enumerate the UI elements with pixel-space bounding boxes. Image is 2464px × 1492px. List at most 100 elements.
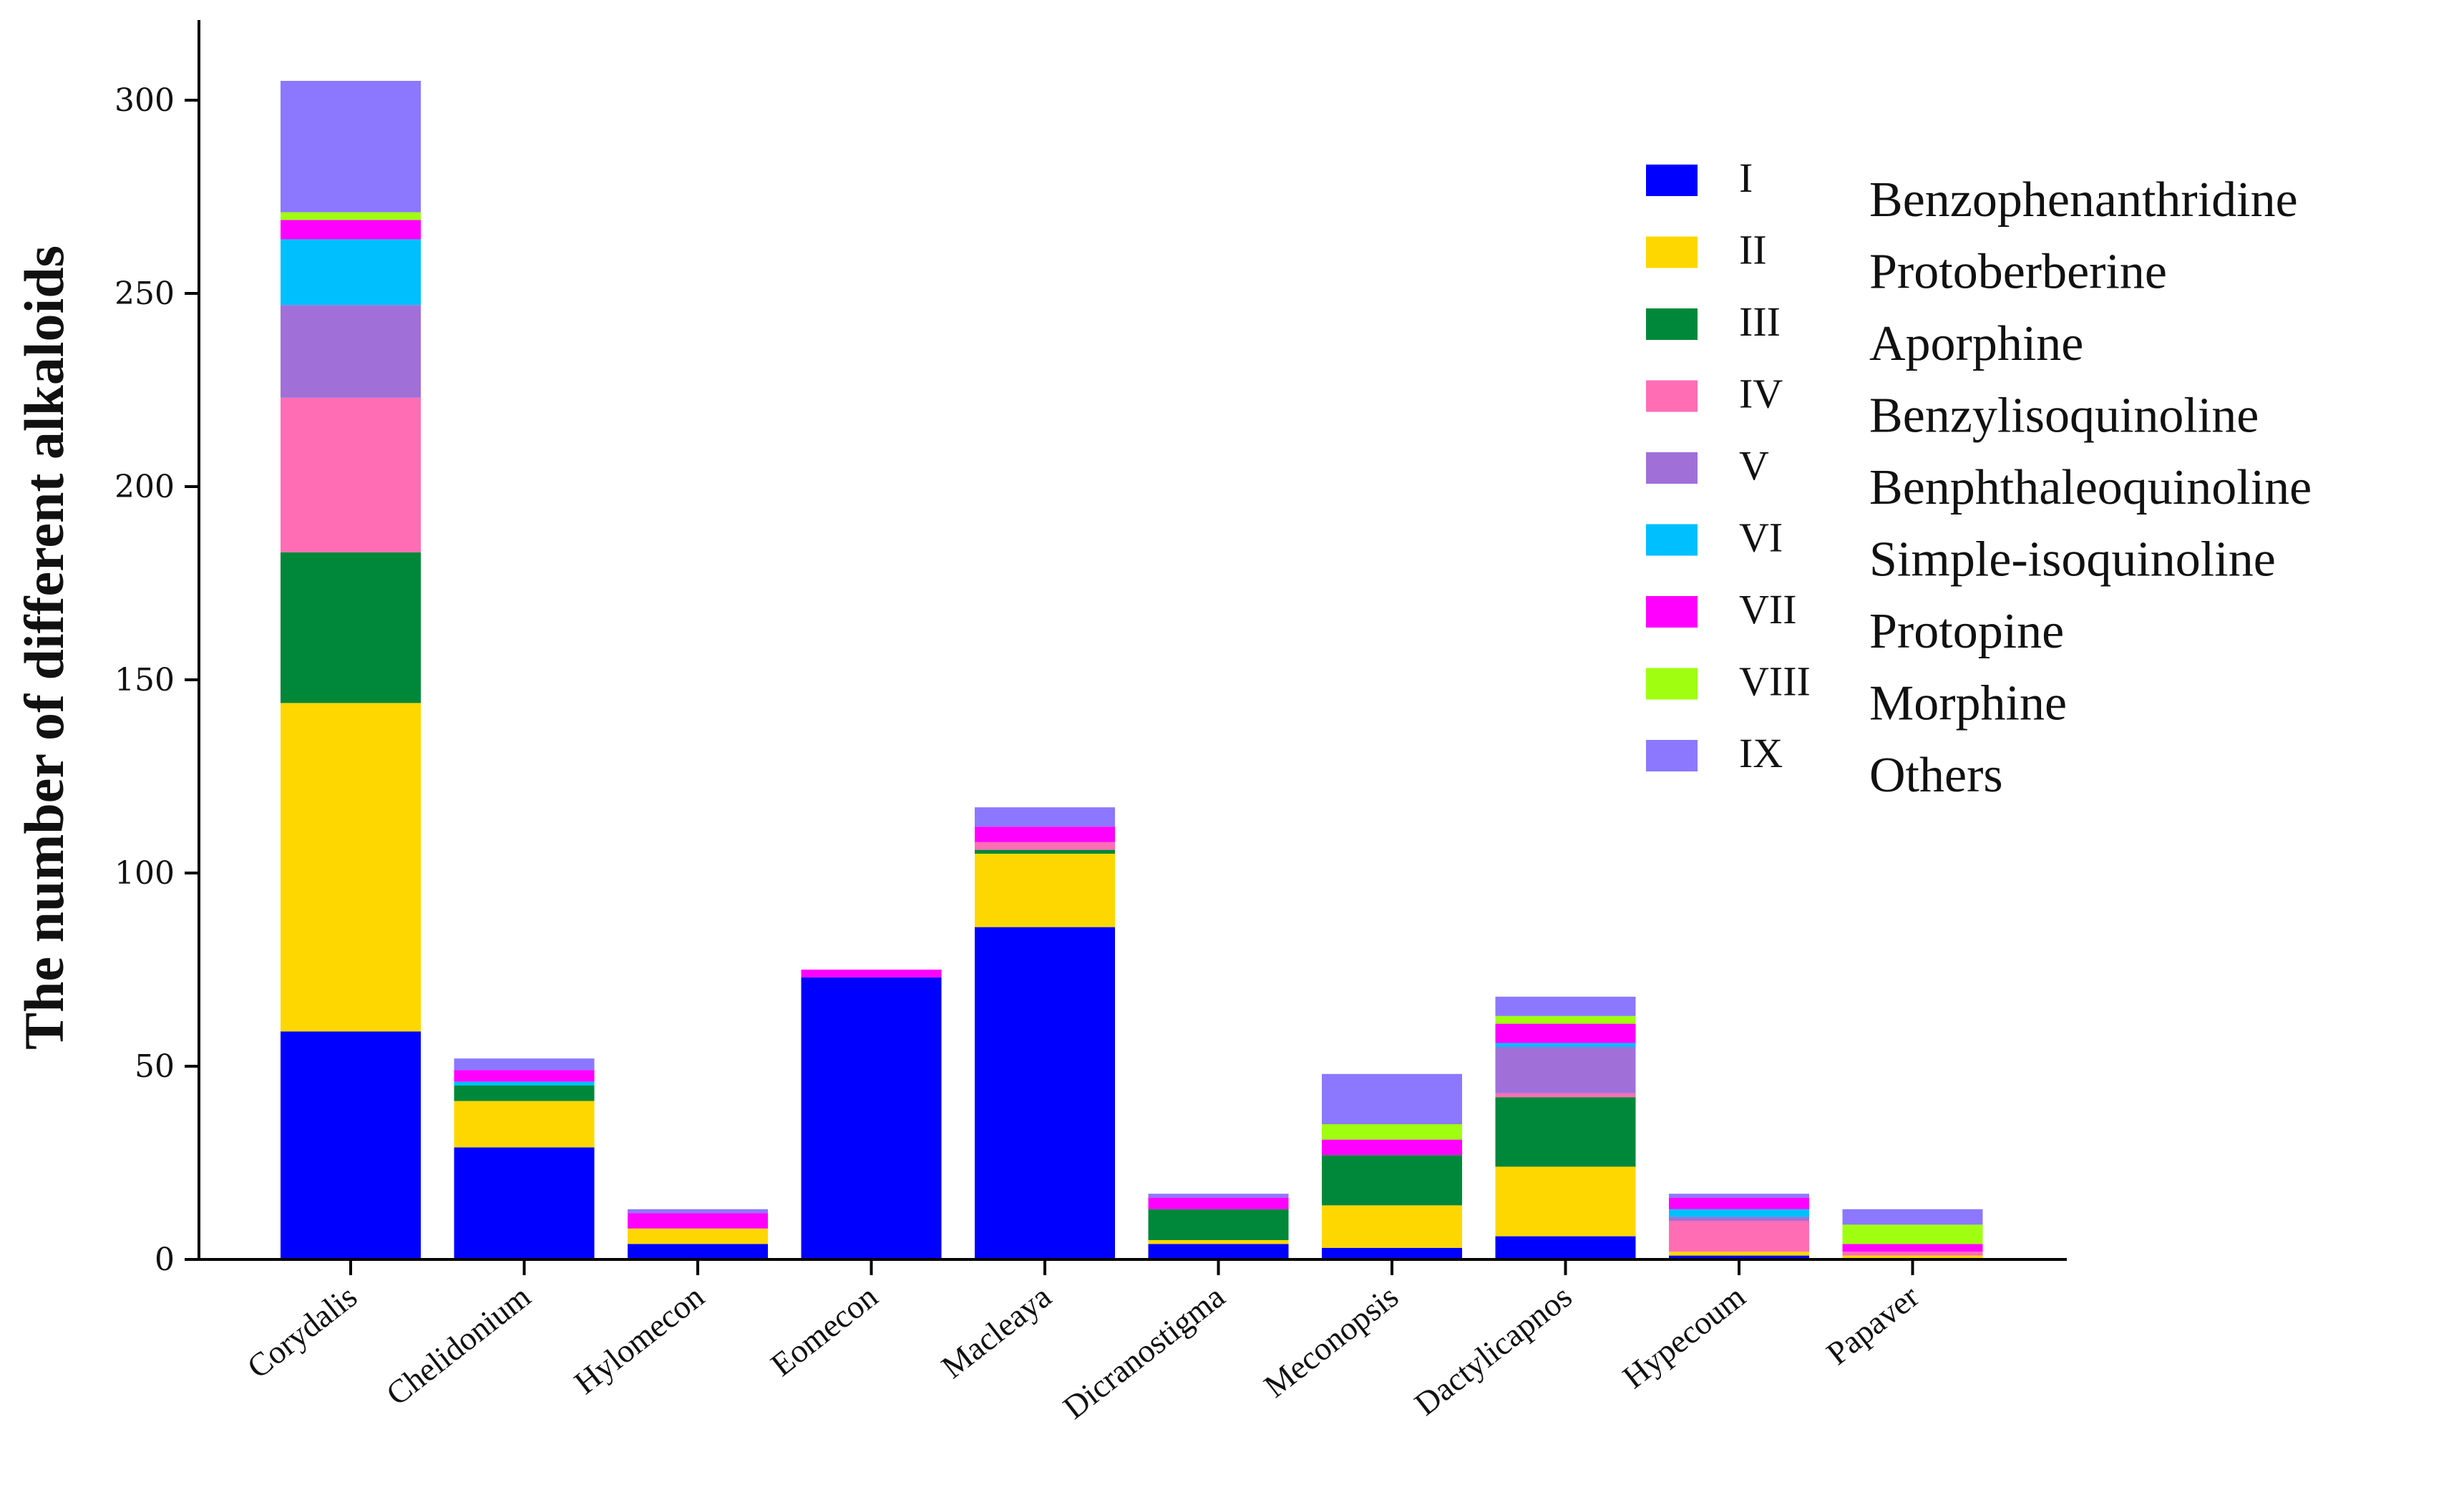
legend-code-v: V: [1739, 442, 1769, 489]
legend-swatch-iv: [1646, 380, 1698, 412]
bar-segment-hypecoum-ii: [1669, 1252, 1809, 1256]
bar-segment-corydalis-ix: [281, 81, 421, 213]
bar-segment-dactylicapnos-i: [1495, 1236, 1636, 1259]
bar-segment-dactylicapnos-ix: [1495, 996, 1636, 1016]
x-ticks-layer: Corydalis Chelidonium Hylomecon Eomecon Macl…: [240, 1259, 1926, 1426]
bar-segment-meconopsis-ii: [1322, 1205, 1462, 1248]
bar-segment-chelidonium-vi: [454, 1081, 595, 1086]
bar-segment-dicranostigma-ix: [1148, 1194, 1289, 1198]
bar-segment-corydalis-vii: [281, 220, 421, 240]
legend-swatch-v: [1646, 452, 1698, 484]
bar-segment-macleaya-ix: [975, 807, 1115, 827]
legend-code-i: I: [1739, 155, 1753, 201]
legend-swatch-ix: [1646, 740, 1698, 771]
bar-segment-macleaya-i: [975, 927, 1115, 1259]
bar-segment-macleaya-iv: [975, 842, 1115, 850]
legend-code-viii: VIII: [1739, 658, 1811, 705]
y-ticks-layer: 0 50 100 150 200 250 300: [115, 82, 199, 1278]
legend-code-ix: IX: [1739, 730, 1783, 776]
bar-segment-dactylicapnos-vi: [1495, 1043, 1636, 1047]
legend-label-viii: Morphine: [1869, 676, 2067, 731]
legend-label-vi: Simple-isoquinoline: [1869, 532, 2276, 587]
bar-segment-eomecon-i: [801, 977, 942, 1259]
y-tick-label-50: 50: [135, 1048, 175, 1085]
bar-segment-papaver-iv: [1842, 1252, 1983, 1256]
bar-segment-papaver-vii: [1842, 1244, 1983, 1252]
legend-label-iv: Benzylisoquinoline: [1869, 389, 2259, 444]
y-tick-label-200: 200: [115, 469, 175, 505]
bar-segment-hylomecon-ix: [628, 1209, 768, 1214]
x-tick-label-corydalis: Corydalis: [240, 1278, 364, 1385]
bar-segment-hypecoum-i: [1669, 1255, 1809, 1259]
bar-segment-macleaya-vii: [975, 827, 1115, 842]
x-tick-label-chelidonium: Chelidonium: [379, 1278, 537, 1413]
axes-layer: [198, 20, 2067, 1261]
bar-segment-corydalis-viii: [281, 212, 421, 220]
legend-label-vii: Protopine: [1869, 604, 2064, 659]
legend-swatch-ii: [1646, 236, 1698, 268]
x-tick-label-papaver: Papaver: [1820, 1278, 1926, 1372]
x-tick-label-eomecon: Eomecon: [764, 1278, 884, 1383]
x-tick-label-macleaya: Macleaya: [935, 1278, 1058, 1385]
bar-segment-hypecoum-vii: [1669, 1197, 1809, 1209]
y-tick-label-250: 250: [115, 276, 175, 312]
bar-segment-meconopsis-iii: [1322, 1155, 1462, 1206]
bar-segment-papaver-ix: [1842, 1209, 1983, 1225]
bar-segment-corydalis-i: [281, 1031, 421, 1259]
bar-segment-chelidonium-iii: [454, 1086, 595, 1101]
x-tick-label-dicranostigma: Dicranostigma: [1056, 1278, 1232, 1426]
bar-segment-meconopsis-i: [1322, 1247, 1462, 1259]
bar-segment-chelidonium-vii: [454, 1070, 595, 1082]
y-tick-label-100: 100: [115, 855, 175, 892]
x-tick-label-dactylicapnos: Dactylicapnos: [1408, 1278, 1579, 1423]
x-tick-label-hylomecon: Hylomecon: [568, 1278, 711, 1401]
legend-label-ii: Protoberberine: [1869, 245, 2167, 300]
bar-segment-hypecoum-vi: [1669, 1209, 1809, 1217]
x-tick-label-hypecoum: Hypecoum: [1616, 1278, 1753, 1396]
bar-segment-corydalis-ii: [281, 703, 421, 1032]
bar-segment-dactylicapnos-v: [1495, 1047, 1636, 1093]
bar-segment-hypecoum-v: [1669, 1216, 1809, 1221]
legend-code-iii: III: [1739, 298, 1781, 345]
legend-swatch-viii: [1646, 668, 1698, 700]
bar-segment-hylomecon-vii: [628, 1213, 768, 1229]
bar-segment-chelidonium-ix: [454, 1058, 595, 1071]
legend-label-v: Benphthaleoquinoline: [1869, 460, 2312, 515]
bar-segment-dactylicapnos-iv: [1495, 1093, 1636, 1098]
bar-segment-dicranostigma-ii: [1148, 1240, 1289, 1244]
bars-layer: [281, 81, 1983, 1259]
bar-segment-meconopsis-ix: [1322, 1073, 1462, 1124]
bar-segment-hylomecon-i: [628, 1244, 768, 1259]
legend-code-vii: VII: [1739, 586, 1797, 633]
legend: I Benzophenanthridine II Protoberberine III A…: [1646, 155, 2312, 803]
bar-segment-dicranostigma-iii: [1148, 1209, 1289, 1240]
bar-segment-chelidonium-ii: [454, 1101, 595, 1148]
legend-code-iv: IV: [1739, 371, 1783, 417]
bar-segment-hypecoum-iv: [1669, 1221, 1809, 1252]
bar-segment-dactylicapnos-iii: [1495, 1097, 1636, 1167]
bar-segment-meconopsis-vii: [1322, 1139, 1462, 1156]
legend-label-i: Benzophenanthridine: [1869, 172, 2298, 228]
bar-segment-corydalis-iii: [281, 552, 421, 703]
bar-segment-dicranostigma-vii: [1148, 1197, 1289, 1209]
legend-label-ix: Others: [1869, 748, 2003, 803]
x-tick-label-meconopsis: Meconopsis: [1257, 1278, 1406, 1405]
bar-segment-macleaya-ii: [975, 854, 1115, 927]
bar-segment-dactylicapnos-vii: [1495, 1023, 1636, 1043]
bar-segment-corydalis-vi: [281, 239, 421, 306]
bar-segment-macleaya-iii: [975, 849, 1115, 854]
legend-swatch-i: [1646, 165, 1698, 196]
y-tick-label-150: 150: [115, 662, 175, 698]
bar-segment-dicranostigma-i: [1148, 1244, 1289, 1259]
y-tick-label-0: 0: [155, 1242, 175, 1278]
y-axis-label: The number of different alkaloids: [13, 245, 75, 1050]
legend-code-ii: II: [1739, 227, 1767, 273]
legend-code-vi: VI: [1739, 515, 1783, 561]
bar-segment-dactylicapnos-ii: [1495, 1166, 1636, 1237]
legend-label-iii: Aporphine: [1869, 316, 2083, 371]
bar-segment-chelidonium-i: [454, 1147, 595, 1259]
bar-segment-corydalis-iv: [281, 397, 421, 552]
bar-segment-papaver-viii: [1842, 1224, 1983, 1244]
legend-swatch-iii: [1646, 308, 1698, 340]
